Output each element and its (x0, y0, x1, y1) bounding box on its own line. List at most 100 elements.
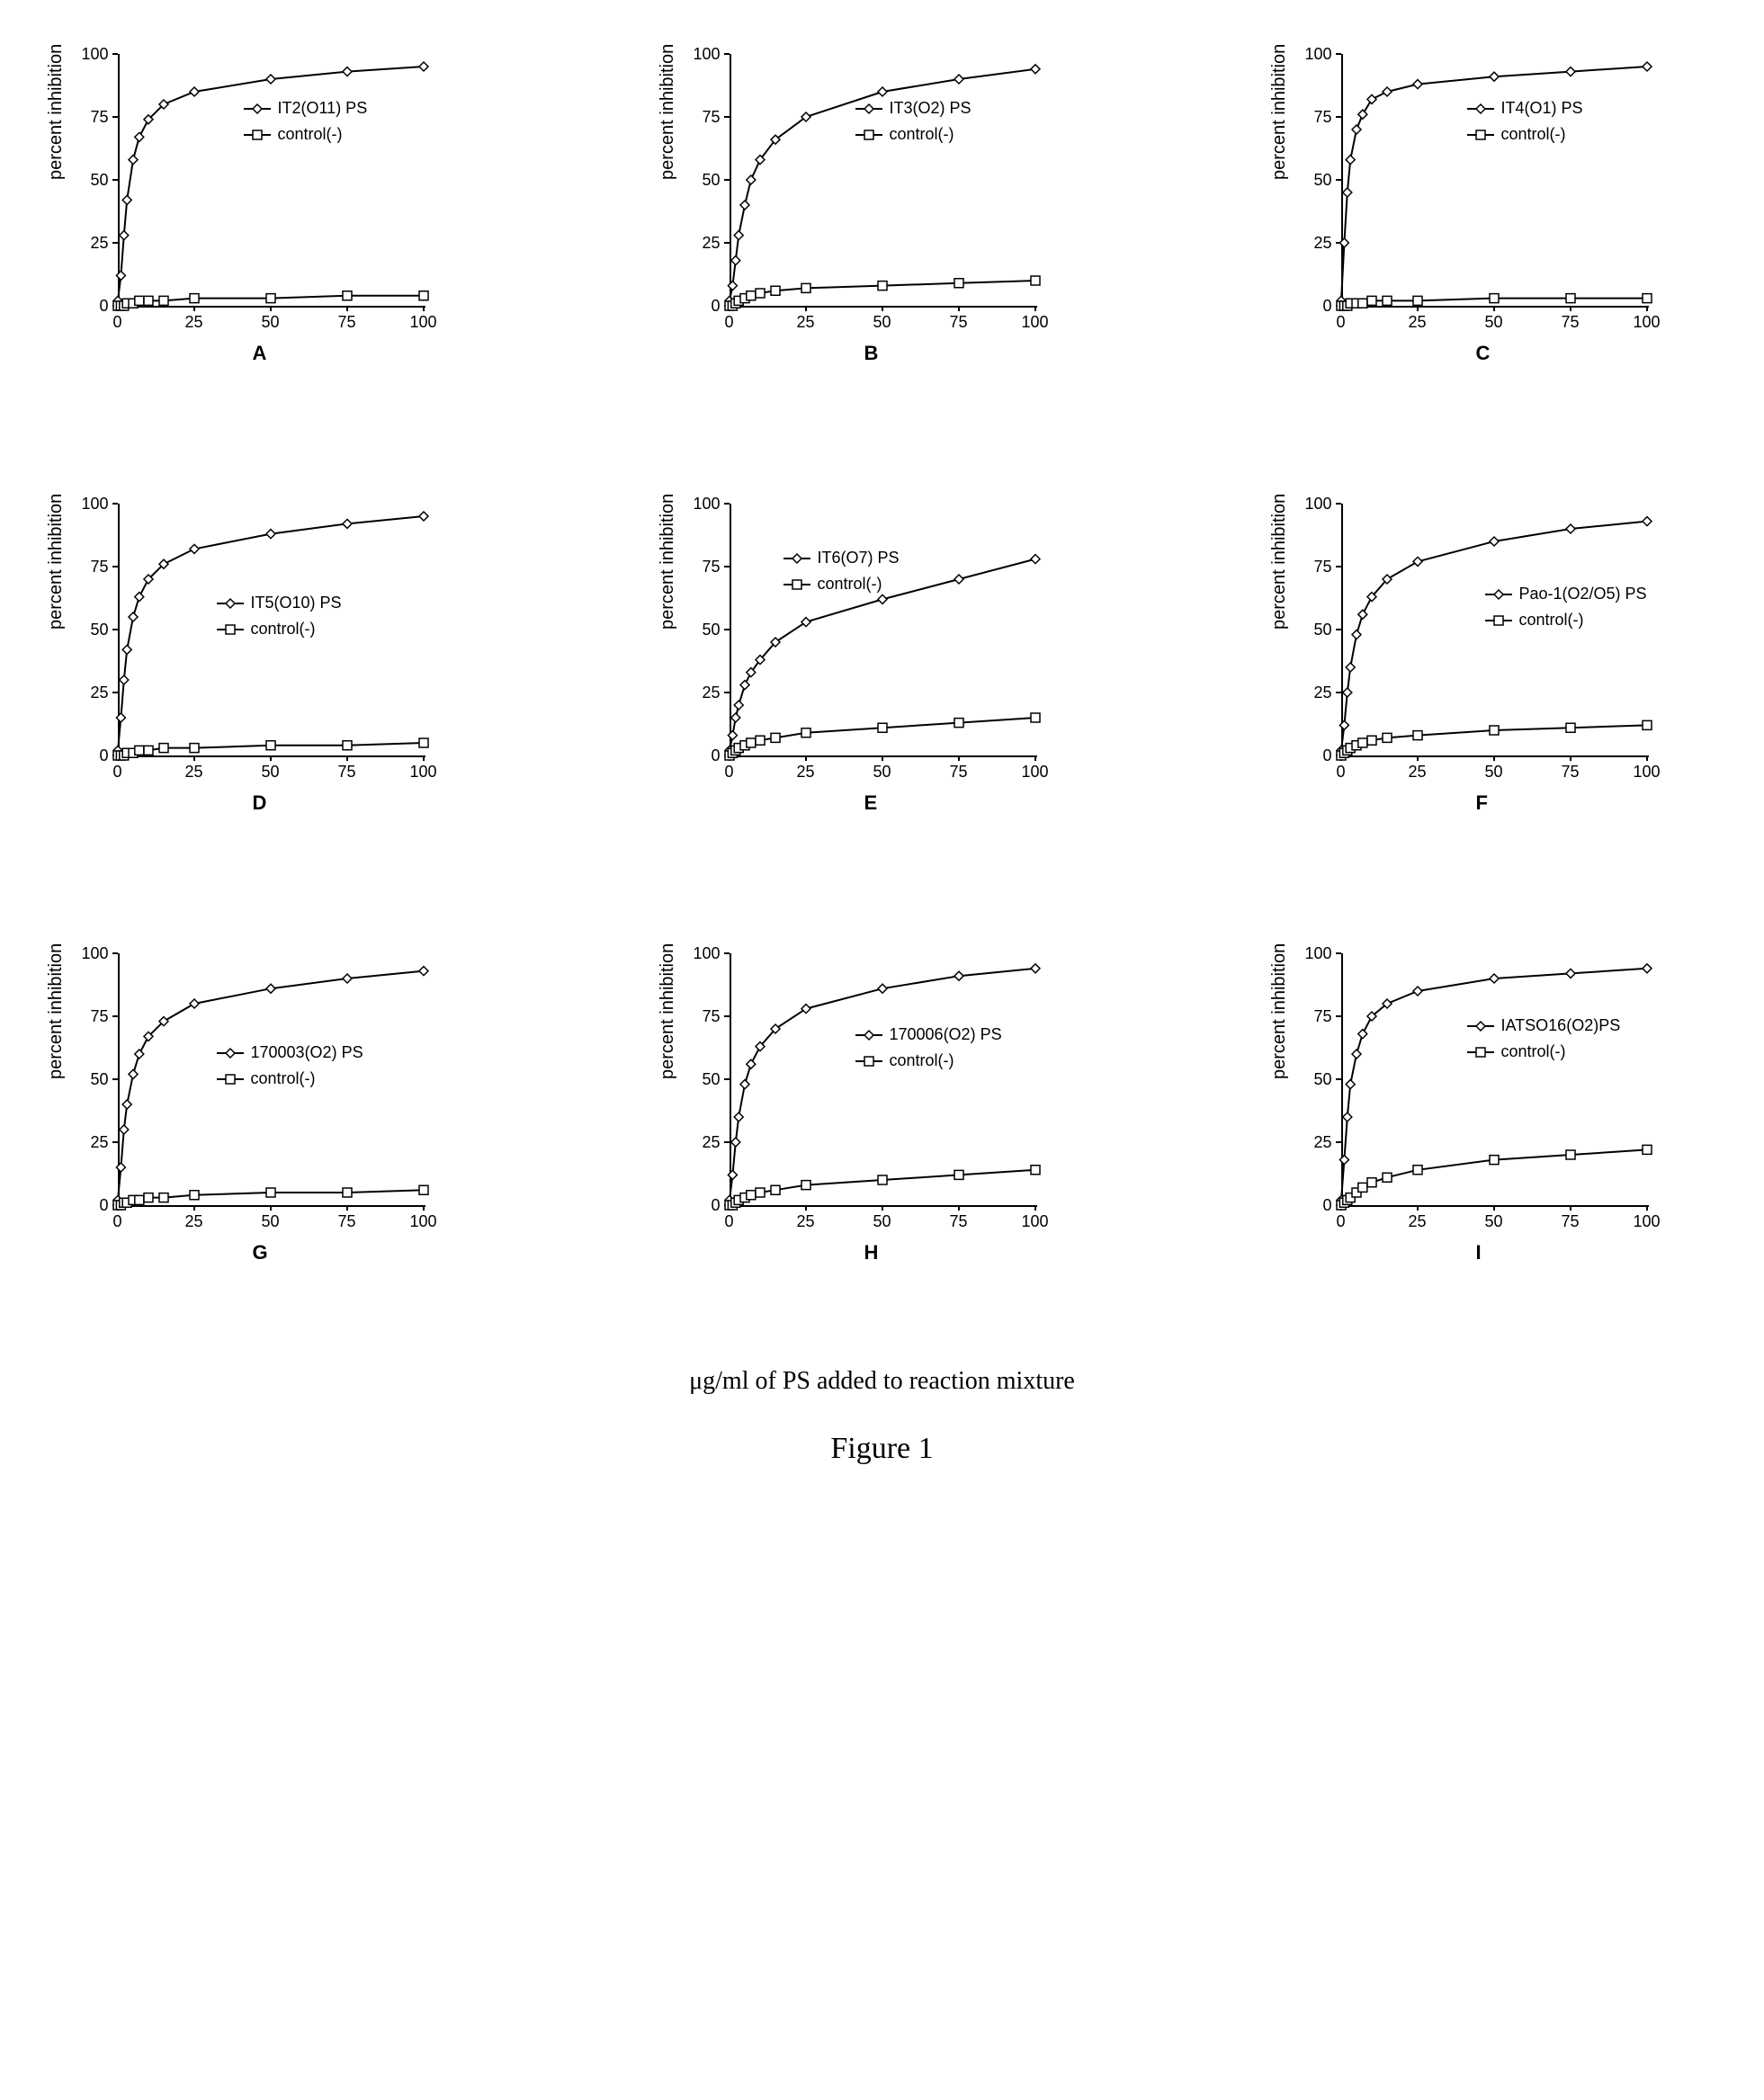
legend-item: IT3(O2) PS (855, 99, 972, 118)
panel-letter: B (864, 342, 879, 365)
x-tick-label: 0 (712, 1212, 748, 1231)
square-marker-icon (1031, 713, 1040, 722)
diamond-marker-icon (190, 87, 199, 96)
legend-item: 170003(O2) PS (217, 1043, 363, 1062)
legend-item: Pao-1(O2/O5) PS (1485, 585, 1647, 603)
diamond-marker-icon (1031, 964, 1040, 973)
x-tick-label: 0 (712, 763, 748, 782)
diamond-marker-icon (119, 675, 128, 684)
legend-label: 170006(O2) PS (890, 1025, 1002, 1044)
diamond-marker-icon (1346, 663, 1355, 672)
diamond-marker-icon (1413, 987, 1422, 996)
x-tick-label: 75 (329, 1212, 365, 1231)
legend-label: IT6(O7) PS (818, 549, 900, 567)
diamond-marker-icon (791, 552, 803, 565)
diamond-marker-icon (728, 1170, 737, 1179)
x-tick-label: 50 (864, 313, 900, 332)
diamond-marker-icon (1490, 974, 1499, 983)
square-marker-icon (954, 1170, 963, 1179)
diamond-marker-icon (734, 1113, 743, 1121)
diamond-marker-icon (134, 132, 143, 141)
legend-line-icon (1467, 134, 1494, 136)
diamond-marker-icon (129, 612, 138, 621)
diamond-marker-icon (1643, 62, 1652, 71)
y-axis-label: percent inhibition (1269, 44, 1290, 180)
square-marker-icon (801, 728, 810, 737)
legend: IT3(O2) PScontrol(-) (855, 99, 972, 151)
legend-label: Pao-1(O2/O5) PS (1519, 585, 1647, 603)
chart-panel: percent inhibition02550751000255075100IT… (37, 36, 451, 414)
y-axis-label: percent inhibition (658, 44, 678, 180)
x-tick-label: 25 (788, 763, 824, 782)
square-marker-icon (954, 719, 963, 728)
y-tick-label: 100 (73, 45, 109, 64)
legend-line-icon (855, 108, 882, 110)
chart-svg (730, 504, 1035, 755)
square-marker-icon (190, 744, 199, 753)
diamond-marker-icon (419, 62, 428, 71)
x-tick-label: 50 (253, 1212, 289, 1231)
diamond-marker-icon (1031, 555, 1040, 564)
diamond-marker-icon (878, 87, 887, 96)
x-tick-label: 50 (253, 763, 289, 782)
chart-svg (730, 953, 1035, 1205)
legend-label: IATSO16(O2)PS (1501, 1016, 1621, 1035)
square-marker-icon (1643, 1145, 1652, 1154)
y-tick-label: 50 (1296, 171, 1332, 190)
diamond-marker-icon (116, 271, 125, 280)
diamond-marker-icon (1474, 103, 1487, 115)
diamond-marker-icon (266, 530, 275, 539)
y-axis-label: percent inhibition (658, 943, 678, 1079)
global-x-label: μg/ml of PS added to reaction mixture (37, 1367, 1728, 1396)
square-marker-icon (251, 129, 264, 141)
diamond-marker-icon (1643, 964, 1652, 973)
x-tick (958, 755, 960, 761)
legend-label: control(-) (1501, 1042, 1566, 1061)
square-marker-icon (1643, 720, 1652, 729)
square-marker-icon (878, 281, 887, 290)
square-marker-icon (1357, 1183, 1366, 1192)
diamond-marker-icon (190, 544, 199, 553)
diamond-marker-icon (1342, 188, 1351, 197)
square-marker-icon (1490, 294, 1499, 303)
x-tick-label: 25 (1400, 1212, 1436, 1231)
x-tick-label: 75 (941, 763, 977, 782)
legend-label: control(-) (1519, 611, 1584, 630)
y-tick-label: 25 (73, 684, 109, 702)
y-tick-label: 100 (73, 944, 109, 963)
x-tick-label: 25 (176, 313, 212, 332)
legend-item: IT2(O11) PS (244, 99, 368, 118)
chart-panel: percent inhibition02550751000255075100IT… (1260, 36, 1674, 414)
diamond-marker-icon (1413, 80, 1422, 89)
square-marker-icon (1566, 723, 1575, 732)
x-tick-label: 25 (1400, 763, 1436, 782)
x-tick (346, 306, 348, 311)
diamond-marker-icon (863, 103, 875, 115)
x-tick (423, 755, 425, 761)
y-tick-label: 50 (73, 171, 109, 190)
square-marker-icon (756, 289, 765, 298)
x-tick-label: 0 (100, 763, 136, 782)
square-marker-icon (878, 1175, 887, 1184)
legend-label: control(-) (1501, 125, 1566, 144)
diamond-marker-icon (878, 984, 887, 993)
square-marker-icon (1383, 1173, 1392, 1182)
x-tick (193, 306, 195, 311)
diamond-marker-icon (129, 1069, 138, 1078)
legend-label: IT3(O2) PS (890, 99, 972, 118)
diamond-marker-icon (266, 984, 275, 993)
y-tick-label: 75 (73, 108, 109, 127)
square-marker-icon (144, 746, 153, 755)
square-marker-icon (1492, 614, 1505, 627)
y-tick-label: 50 (1296, 621, 1332, 639)
square-marker-icon (771, 1185, 780, 1194)
x-tick-label: 50 (864, 1212, 900, 1231)
diamond-marker-icon (1474, 1020, 1487, 1032)
legend-line-icon (1485, 594, 1512, 595)
diamond-marker-icon (1357, 1030, 1366, 1039)
diamond-marker-icon (1357, 610, 1366, 619)
legend: Pao-1(O2/O5) PS control(-) (1485, 585, 1647, 637)
square-marker-icon (1474, 129, 1487, 141)
diamond-marker-icon (746, 1059, 755, 1068)
y-tick-label: 75 (1296, 558, 1332, 576)
